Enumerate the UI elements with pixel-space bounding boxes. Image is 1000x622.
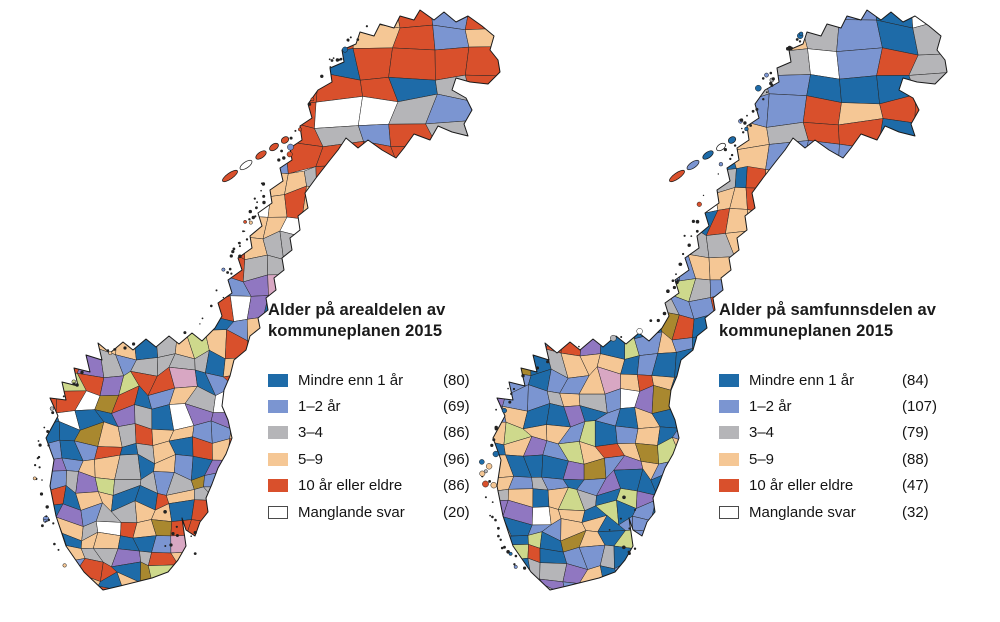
legend-count: (47) (902, 477, 929, 495)
legend-label: 1–2 år (749, 398, 792, 416)
legend-row: 1–2 år (107) (719, 393, 959, 419)
legend-title-line2: kommuneplanen 2015 (719, 322, 894, 340)
norway-outline (45, 9, 501, 591)
legend-row: 1–2 år (69) (268, 393, 483, 419)
norway-map-arealdelen (32, 9, 501, 591)
legend-row: Mindre enn 1 år (84) (719, 367, 959, 393)
legend-rows: Mindre enn 1 år (84) 1–2 år (107) 3–4 (7… (719, 367, 959, 525)
legend-count: (69) (443, 398, 470, 416)
legend-row: 5–9 (96) (268, 446, 483, 472)
legend-color-swatch (268, 505, 288, 519)
legend-label: 1–2 år (298, 398, 341, 416)
legend-row: 3–4 (79) (719, 420, 959, 446)
legend-count: (80) (443, 371, 470, 389)
legend-label: Mindre enn 1 år (298, 371, 404, 389)
legend-label: Mindre enn 1 år (749, 371, 855, 389)
coastal-islets (479, 31, 804, 570)
norway-outline (492, 9, 948, 591)
legend-row: Manglande svar (20) (268, 499, 483, 525)
legend-count: (32) (902, 503, 929, 521)
legend-color-swatch (719, 400, 739, 414)
legend-count: (86) (443, 424, 470, 442)
legend-color-swatch (719, 373, 739, 387)
legend-title-line1: Alder på arealdelen av (268, 301, 446, 319)
legend-color-swatch (719, 426, 739, 440)
legend-label: 5–9 (298, 450, 324, 468)
legend-label: 10 år eller eldre (749, 477, 854, 495)
norway-map-samfunnsdelen (479, 9, 948, 591)
legend-row: 5–9 (88) (719, 446, 959, 472)
legend-color-swatch (268, 373, 288, 387)
legend-count: (79) (902, 424, 929, 442)
legend-count: (86) (443, 477, 470, 495)
legend-color-swatch (268, 426, 288, 440)
legend-row: 10 år eller eldre (47) (719, 473, 959, 499)
legend-count: (107) (902, 398, 938, 416)
legend-rows: Mindre enn 1 år (80) 1–2 år (69) 3–4 (86… (268, 367, 483, 525)
legend-color-swatch (719, 452, 739, 466)
legend-title-line2: kommuneplanen 2015 (268, 322, 443, 340)
legend-color-swatch (268, 452, 288, 466)
legend-title-samfunnsdelen: Alder på samfunnsdelen av kommuneplanen … (719, 300, 959, 342)
legend-color-swatch (719, 479, 739, 493)
legend-label: 10 år eller eldre (298, 477, 403, 495)
legend-title-line1: Alder på samfunnsdelen av (719, 301, 937, 319)
legend-title-arealdelen: Alder på arealdelen av kommuneplanen 201… (268, 300, 483, 342)
legend-count: (88) (902, 450, 929, 468)
legend-count: (96) (443, 450, 470, 468)
legend-arealdelen: Alder på arealdelen av kommuneplanen 201… (268, 300, 483, 525)
legend-row: 3–4 (86) (268, 420, 483, 446)
coastal-islets (32, 25, 368, 568)
legend-count: (84) (902, 371, 929, 389)
legend-color-swatch (719, 505, 739, 519)
lofoten-islands (669, 136, 737, 183)
legend-samfunnsdelen: Alder på samfunnsdelen av kommuneplanen … (719, 300, 959, 525)
legend-color-swatch (268, 400, 288, 414)
legend-label: 3–4 (749, 424, 775, 442)
legend-label: Manglande svar (298, 503, 405, 521)
legend-label: 5–9 (749, 450, 775, 468)
lofoten-islands (222, 136, 290, 183)
legend-label: Manglande svar (749, 503, 856, 521)
legend-row: Manglande svar (32) (719, 499, 959, 525)
legend-count: (20) (443, 503, 470, 521)
legend-color-swatch (268, 479, 288, 493)
legend-row: Mindre enn 1 år (80) (268, 367, 483, 393)
legend-row: 10 år eller eldre (86) (268, 473, 483, 499)
legend-label: 3–4 (298, 424, 324, 442)
